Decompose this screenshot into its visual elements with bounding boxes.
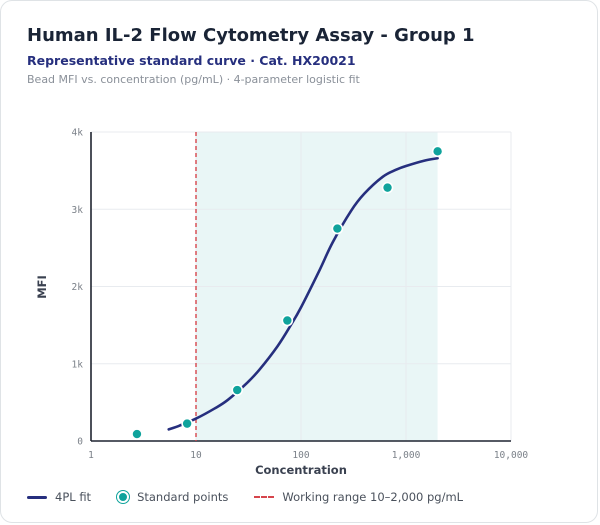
standard-point bbox=[181, 417, 193, 430]
y-tick-label: 4k bbox=[72, 128, 84, 139]
legend-dash-swatch bbox=[254, 496, 275, 498]
x-tick-label: 10,000 bbox=[494, 450, 529, 461]
y-tick-label: 3k bbox=[72, 205, 84, 216]
standard-point bbox=[131, 428, 143, 440]
standard-point bbox=[431, 145, 444, 158]
x-tick-label: 100 bbox=[292, 450, 309, 461]
x-tick-label: 1,000 bbox=[392, 450, 421, 461]
y-tick-label: 1k bbox=[72, 359, 84, 370]
gridlines bbox=[91, 131, 512, 441]
axes bbox=[90, 132, 511, 442]
fit-curve bbox=[167, 156, 439, 431]
y-axis-title: MFI bbox=[35, 275, 49, 299]
standard-point bbox=[281, 314, 294, 327]
x-tick-label: 10 bbox=[190, 450, 202, 461]
legend-line-swatch bbox=[27, 495, 47, 499]
legend-range-label: Working range 10–2,000 pg/mL bbox=[282, 490, 464, 504]
chart-caption: Bead MFI vs. concentration (pg/mL) · 4-p… bbox=[27, 73, 360, 86]
legend-points[interactable]: Standard points bbox=[117, 490, 228, 504]
y-tick-label: 0 bbox=[77, 437, 83, 448]
chart-legend: 4PL fit Standard points Working range 10… bbox=[27, 488, 463, 506]
legend-fit-label: 4PL fit bbox=[55, 490, 92, 504]
standard-point bbox=[231, 384, 244, 396]
fit-curve-layer bbox=[167, 156, 439, 431]
standard-point bbox=[381, 181, 394, 194]
legend-points-label: Standard points bbox=[137, 490, 229, 504]
standard-point bbox=[331, 222, 344, 235]
chart-title: Human IL-2 Flow Cytometry Assay - Group … bbox=[27, 25, 475, 46]
x-axis-title: Concentration bbox=[255, 463, 347, 477]
y-tick-label: 2k bbox=[72, 282, 84, 293]
tick-labels: 0 1k 2k 3k 4k 1 10 100 1,000 10,000 bbox=[72, 128, 529, 462]
legend-range[interactable]: Working range 10–2,000 pg/mL bbox=[254, 490, 463, 504]
x-tick-label: 1 bbox=[88, 450, 94, 461]
standard-points-layer bbox=[131, 145, 444, 440]
legend-dot-swatch bbox=[117, 491, 130, 503]
chart-subtitle: Representative standard curve · Cat. HX2… bbox=[27, 53, 356, 68]
legend-fit[interactable]: 4PL fit bbox=[27, 490, 91, 504]
